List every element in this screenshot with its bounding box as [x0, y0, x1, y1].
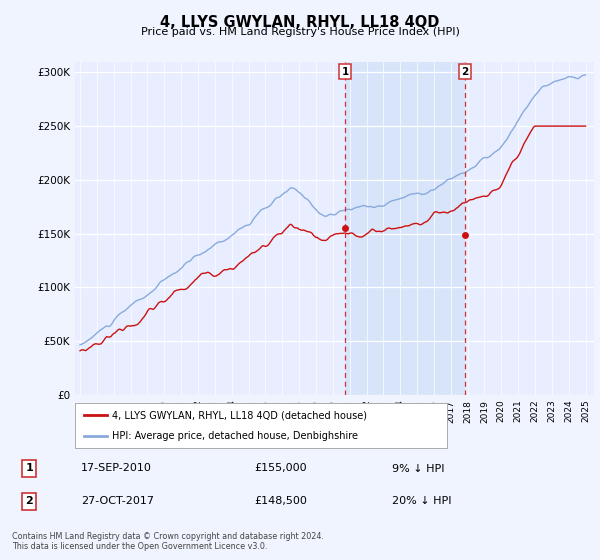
Text: £155,000: £155,000	[254, 464, 307, 474]
Text: 1: 1	[341, 67, 349, 77]
Text: 27-OCT-2017: 27-OCT-2017	[81, 496, 154, 506]
Text: 1: 1	[25, 464, 33, 474]
Text: Price paid vs. HM Land Registry's House Price Index (HPI): Price paid vs. HM Land Registry's House …	[140, 27, 460, 37]
Text: Contains HM Land Registry data © Crown copyright and database right 2024.
This d: Contains HM Land Registry data © Crown c…	[12, 532, 324, 552]
Text: 4, LLYS GWYLAN, RHYL, LL18 4QD: 4, LLYS GWYLAN, RHYL, LL18 4QD	[160, 15, 440, 30]
Text: 2: 2	[461, 67, 469, 77]
Text: 9% ↓ HPI: 9% ↓ HPI	[392, 464, 445, 474]
Text: £148,500: £148,500	[254, 496, 307, 506]
Bar	[345, 62, 465, 395]
Text: HPI: Average price, detached house, Denbighshire: HPI: Average price, detached house, Denb…	[112, 431, 358, 441]
Text: 2: 2	[25, 496, 33, 506]
Text: 17-SEP-2010: 17-SEP-2010	[81, 464, 152, 474]
Text: 4, LLYS GWYLAN, RHYL, LL18 4QD (detached house): 4, LLYS GWYLAN, RHYL, LL18 4QD (detached…	[112, 410, 367, 421]
Text: 20% ↓ HPI: 20% ↓ HPI	[392, 496, 452, 506]
